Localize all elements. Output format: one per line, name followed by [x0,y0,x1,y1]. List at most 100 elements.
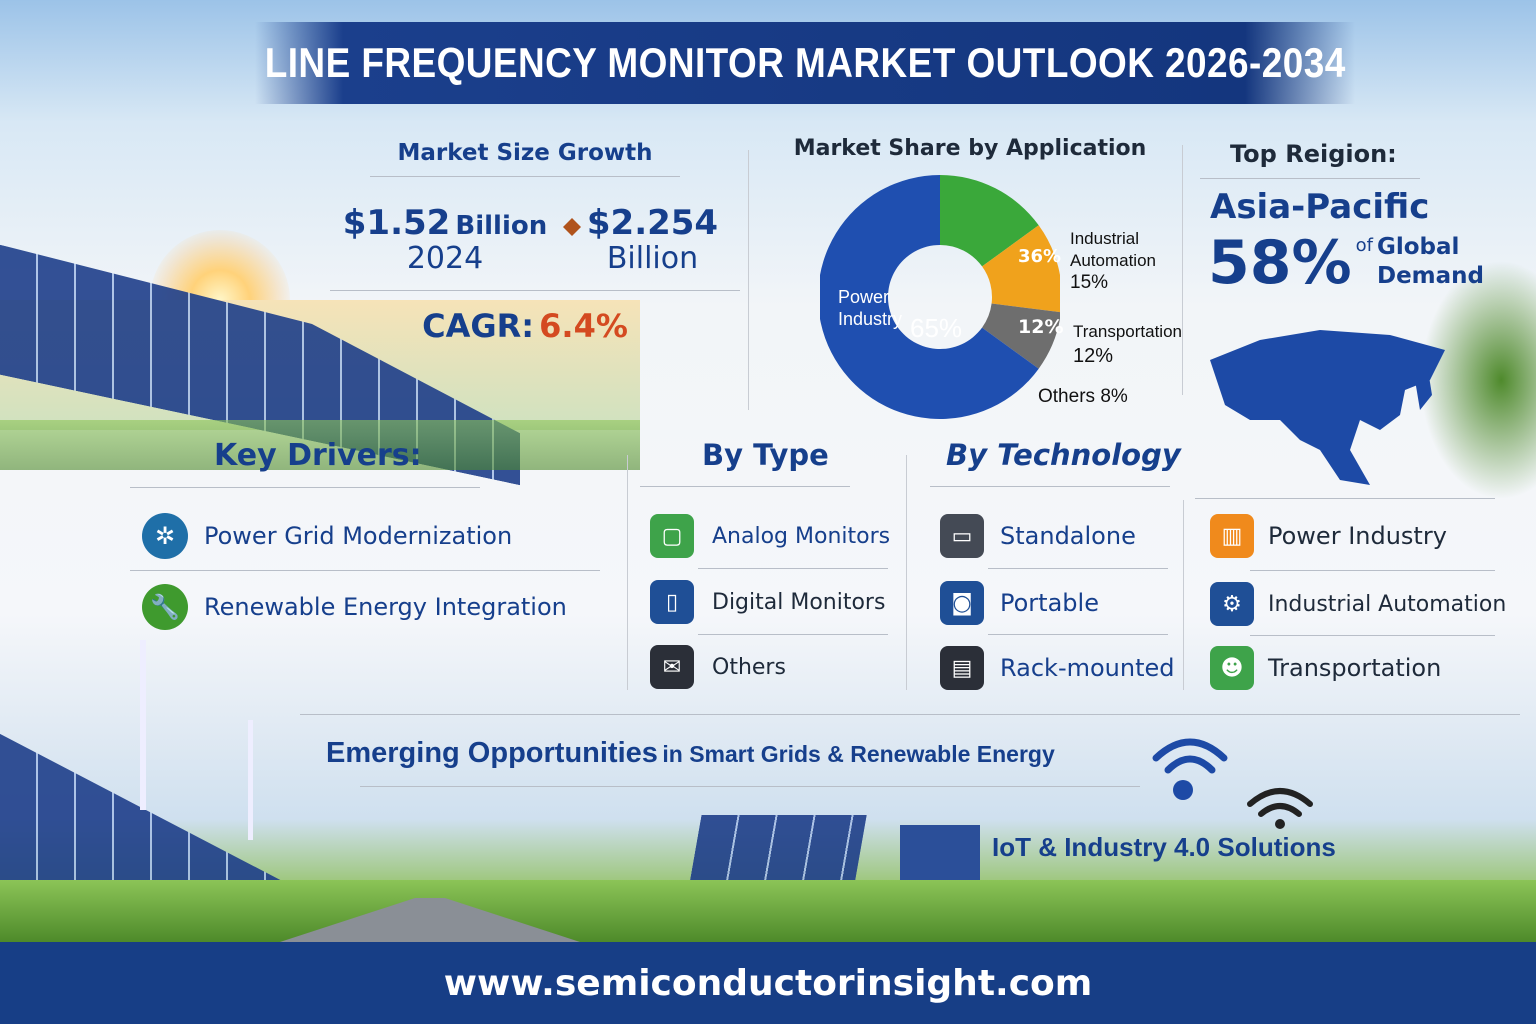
slice-name: Power Industry [838,287,903,329]
type-label: Digital Monitors [712,589,886,615]
building [900,825,980,905]
by-type-panel: By Type ▢ Analog Monitors ▯ Digital Moni… [640,438,905,698]
opportunities-banner: Emerging Opportunities in Smart Grids & … [326,737,1055,770]
tablet-icon: ▯ [650,580,694,624]
pie-chart [820,175,1060,419]
power-pylon [70,0,280,330]
application-item: ⚙ Industrial Automation [1210,582,1506,626]
iot-label: IoT & Industry 4.0 Solutions [992,832,1336,862]
opportunities-main: Emerging Opportunities [326,737,658,769]
cagr: CAGR: 6.4% [330,307,720,345]
start-value-block: $1.52 Billion 2024 [330,203,560,275]
solar-panel [688,815,867,890]
by-technology-panel: By Technology ▭ Standalone ◙ Portable ▤ … [930,438,1181,698]
power-industry-value: 65% [910,313,963,343]
application-label: Power Industry [1268,522,1447,550]
slice-name: Industrial Automation [1070,229,1156,270]
wind-turbine [140,640,146,810]
field [0,880,1536,942]
cagr-label: CAGR: [422,307,535,345]
automation-inner-label: 36% [1018,246,1062,267]
people-icon: ☻ [1210,646,1254,690]
applications-panel: ▥ Power Industry ⚙ Industrial Automation… [1195,498,1515,698]
title-banner: LINE FREQUENCY MONITOR MARKET OUTLOOK 20… [255,22,1355,104]
driver-item: ✲ Power Grid Modernization [142,513,512,559]
type-label: Analog Monitors [712,523,891,549]
divider [906,455,907,690]
chart-title: Market Share by Application [793,136,1147,161]
legend-industrial-automation: Industrial Automation 15% [1070,228,1180,294]
cagr-value: 6.4% [539,307,628,345]
slice-value: 12% [1073,345,1114,367]
envelope-icon: ✉ [650,645,694,689]
key-drivers-heading: Key Drivers: [214,438,422,473]
wifi-icon [1247,788,1313,829]
website-link[interactable]: www.semiconductorinsight.com [443,962,1093,1004]
share-value: 58% [1208,228,1352,298]
grid-gear-icon: ✲ [142,513,188,559]
type-label: Others [712,654,786,680]
technology-item: ▤ Rack-mounted [940,646,1175,690]
region-name: Asia-Pacific [1210,187,1430,227]
share-label-2: Demand [1376,263,1484,289]
pie-slice-others [982,303,1060,369]
gear-icon: ⚙ [1210,582,1254,626]
pie-slice-industrial-automation [940,175,1039,267]
wind-turbine [248,720,253,840]
type-item: ▯ Digital Monitors [650,580,885,624]
technology-label: Standalone [1000,522,1136,550]
region-share: 58% of Global Demand [1208,228,1484,298]
page-title: LINE FREQUENCY MONITOR MARKET OUTLOOK 20… [264,39,1346,86]
technology-label: Portable [1000,589,1099,617]
type-item: ✉ Others [650,645,786,689]
type-item: ▢ Analog Monitors [650,514,890,558]
label-power-industry: Power Industry [838,286,908,330]
top-region-panel: Top Reigion: Asia-Pacific 58% of Global … [1200,135,1484,495]
transportation-inner-label: 12% [1018,316,1064,338]
opportunities-rest: in Smart Grids & Renewable Energy [662,741,1055,767]
divider [1182,145,1183,395]
camera-icon: ◙ [940,581,984,625]
pie-slice-power-industry [820,175,1039,419]
rack-icon: ▤ [940,646,984,690]
divider [300,714,1520,715]
power-pylon [280,240,320,320]
factory-icon: ▥ [1210,514,1254,558]
market-share-chart: Market Share by Application Power Indust… [760,130,1183,420]
by-type-heading: By Type [702,438,829,472]
end-unit: Billion [606,241,699,276]
slice-value: 8% [1100,386,1128,407]
divider [360,786,1140,787]
share-label-1: Global [1376,234,1460,260]
driver-label: Power Grid Modernization [204,522,513,550]
sun-glow [150,230,290,370]
share-of: of [1355,235,1373,256]
start-unit: Billion [455,211,548,241]
end-value: $2.254 [586,203,719,243]
technology-item: ▭ Standalone [940,514,1136,558]
start-value: $1.52 [342,203,451,243]
legend-others: Others 8% [1038,386,1128,408]
solar-panels [0,734,340,956]
end-value-block: $2.254 Billion [585,203,720,275]
footer: www.semiconductorinsight.com [0,942,1536,1024]
asia-pacific-map-icon [1210,330,1445,485]
key-drivers-panel: Key Drivers: ✲ Power Grid Modernization … [130,438,610,638]
technology-item: ◙ Portable [940,581,1099,625]
arrow-icon [563,218,581,236]
region-heading: Top Reigion: [1230,140,1397,168]
slice-value: 15% [1070,272,1109,293]
analog-monitor-icon: ▢ [650,514,694,558]
legend-transportation: Transportation 12% [1073,320,1183,368]
start-year: 2024 [406,241,484,276]
driver-label: Renewable Energy Integration [204,593,567,621]
share-label: Global Demand [1377,233,1484,291]
driver-item: 🔧 Renewable Energy Integration [142,584,567,630]
market-size-heading: Market Size Growth [397,140,653,166]
divider [748,150,749,410]
wifi-icon [1152,738,1228,800]
technology-label: Rack-mounted [1000,654,1175,682]
pie-slice-transportation [982,225,1060,313]
road [280,898,580,942]
by-technology-heading: By Technology [946,438,1181,472]
